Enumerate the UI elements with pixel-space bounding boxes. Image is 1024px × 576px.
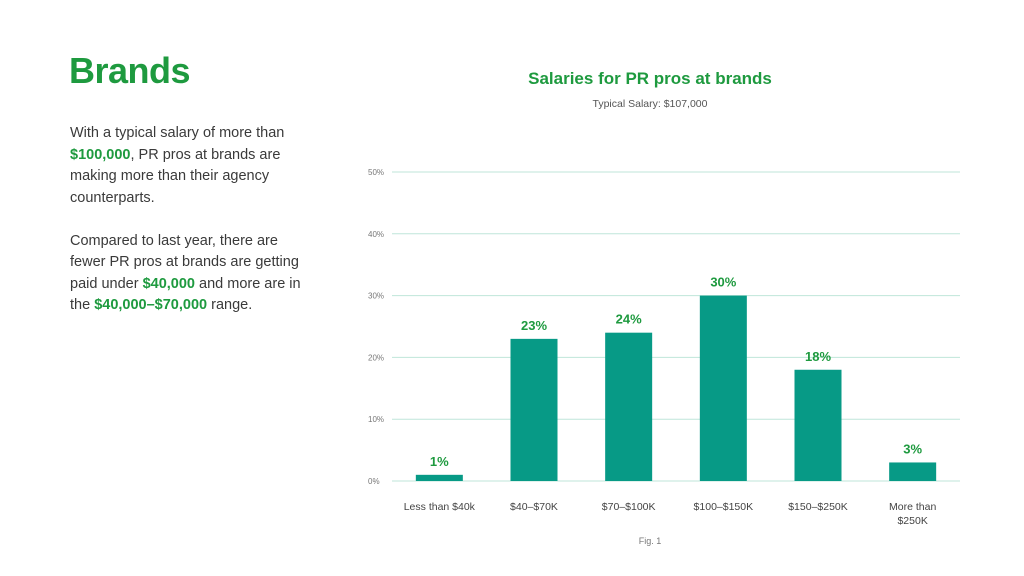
bar xyxy=(794,369,842,481)
x-tick-label: Less than $40k xyxy=(404,501,476,513)
x-tick-label: $250K xyxy=(897,515,927,527)
bar xyxy=(605,332,653,481)
paragraph1-text-after: , PR pros at brands are making more than… xyxy=(70,146,281,206)
page-title: Brands xyxy=(69,50,191,91)
y-tick-label: 10% xyxy=(368,415,384,424)
y-tick-label: 50% xyxy=(368,168,384,177)
paragraph2-text-3: range. xyxy=(207,297,253,313)
y-tick-label: 30% xyxy=(368,292,384,301)
highlight-100k: $100,000 xyxy=(70,146,131,163)
bar xyxy=(510,338,558,481)
data-label: 3% xyxy=(903,441,922,456)
figure-label: Fig. 1 xyxy=(638,536,662,546)
chart-title: Salaries for PR pros at brands xyxy=(528,69,772,88)
paragraph-typical-salary: With a typical salary of more than $100,… xyxy=(70,123,310,209)
data-label: 24% xyxy=(616,312,642,327)
data-label: 1% xyxy=(430,454,449,469)
intro-text: With a typical salary of more than $100,… xyxy=(70,123,310,317)
paragraph-year-comparison: Compared to last year, there are fewer P… xyxy=(70,231,310,317)
bar xyxy=(699,295,747,481)
bar xyxy=(889,462,937,481)
bar xyxy=(415,474,463,481)
data-label: 30% xyxy=(710,275,736,290)
data-label: 18% xyxy=(805,349,831,364)
highlight-40k-70k-range: $40,000–$70,000 xyxy=(94,297,208,313)
x-tick-label: $150–$250K xyxy=(788,501,848,513)
y-tick-label: 0% xyxy=(368,477,380,486)
chart-subtitle: Typical Salary: $107,000 xyxy=(592,98,708,110)
highlight-40k: $40,000 xyxy=(142,275,195,292)
paragraph1-text-before: With a typical salary of more than xyxy=(70,125,285,141)
x-tick-label: $100–$150K xyxy=(694,501,754,513)
y-tick-label: 40% xyxy=(368,230,384,239)
x-tick-label: $40–$70K xyxy=(510,501,558,513)
paragraph2-text-2: and more are in the xyxy=(70,275,301,314)
x-tick-label: More than xyxy=(889,501,936,513)
x-tick-label: $70–$100K xyxy=(602,501,656,513)
paragraph2-text-1: Compared to last year, there are fewer P… xyxy=(70,232,299,292)
y-tick-label: 20% xyxy=(368,353,384,362)
data-label: 23% xyxy=(521,318,547,333)
